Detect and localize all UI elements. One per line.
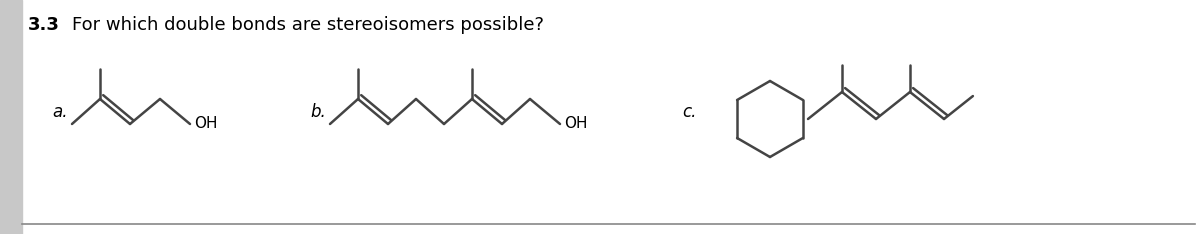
Text: c.: c. xyxy=(682,103,696,121)
Text: For which double bonds are stereoisomers possible?: For which double bonds are stereoisomers… xyxy=(72,16,544,34)
Text: OH: OH xyxy=(194,117,217,132)
Text: b.: b. xyxy=(310,103,325,121)
Text: OH: OH xyxy=(564,117,588,132)
Text: 3.3: 3.3 xyxy=(28,16,60,34)
Bar xyxy=(0,0,22,234)
Text: a.: a. xyxy=(52,103,67,121)
